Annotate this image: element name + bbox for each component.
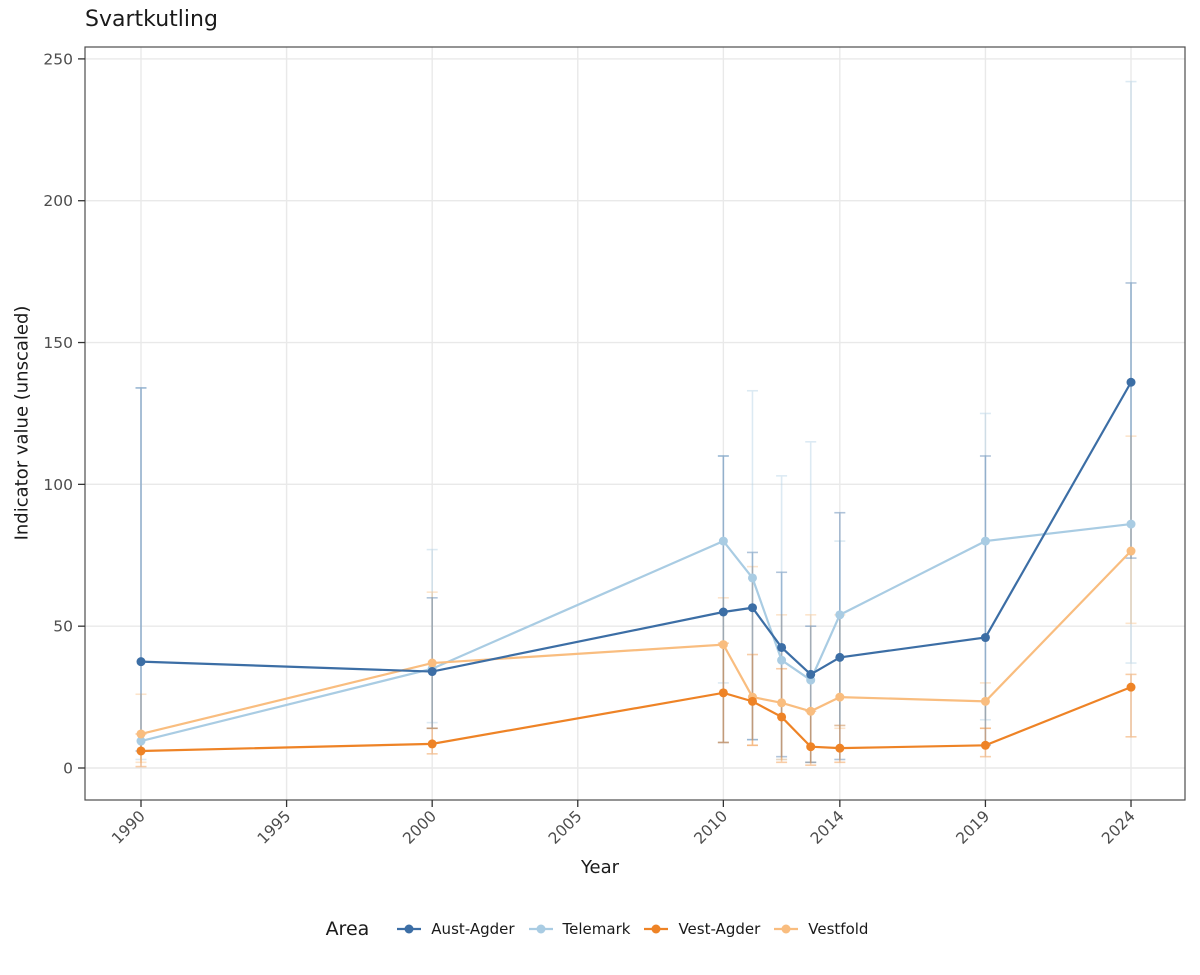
data-point-Vestfold — [136, 729, 146, 739]
x-tick-label: 1990 — [108, 807, 149, 848]
x-tick-label: 2019 — [953, 807, 994, 848]
legend-label: Telemark — [562, 920, 631, 938]
data-point-Aust-Agder — [1126, 377, 1136, 387]
x-tick-label: 2010 — [691, 807, 732, 848]
data-point-Aust-Agder — [806, 669, 816, 679]
y-tick-label: 200 — [43, 192, 73, 210]
data-point-Vest-Agder — [777, 712, 787, 722]
series-line-Aust-Agder — [140, 381, 1132, 676]
y-axis-title: Indicator value (unscaled) — [11, 305, 33, 541]
data-point-Telemark — [980, 536, 990, 546]
legend-item-Vestfold: Vestfold — [772, 920, 868, 938]
x-tick-label: 2005 — [545, 807, 586, 848]
legend-item-Aust-Agder: Aust-Agder — [395, 920, 515, 938]
data-point-Aust-Agder — [777, 642, 787, 652]
data-point-Aust-Agder — [835, 652, 845, 662]
data-point-Vest-Agder — [980, 740, 990, 750]
legend-key-point — [536, 924, 546, 934]
data-point-Vest-Agder — [806, 742, 816, 752]
data-point-Vest-Agder — [747, 696, 757, 706]
x-tick-label: 1995 — [254, 807, 295, 848]
legend-label: Vest-Agder — [678, 920, 761, 938]
data-point-Telemark — [747, 573, 757, 583]
x-axis-title: Year — [580, 857, 620, 878]
y-tick-label: 0 — [63, 760, 73, 778]
legend-marker-icon — [528, 924, 553, 934]
x-tick-label: 2024 — [1098, 807, 1139, 848]
legend-key-point — [651, 924, 661, 934]
plot-svg: 0 50 100 150 200 250 1990 1995 2000 2005 2010 2014 2… — [43, 46, 1186, 848]
data-point-Vest-Agder — [835, 743, 845, 753]
y-tick-label: 100 — [43, 476, 73, 494]
legend-label: Aust-Agder — [431, 920, 515, 938]
y-tick-label: 250 — [43, 50, 73, 68]
error-bars-Vestfold — [135, 435, 1137, 764]
data-point-Vest-Agder — [136, 746, 146, 756]
error-bars-Telemark — [135, 80, 1137, 764]
data-point-Vestfold — [777, 698, 787, 708]
legend-label: Vestfold — [808, 920, 869, 938]
x-tick-label: 2014 — [807, 807, 848, 848]
panel-border — [84, 46, 1186, 801]
data-point-Telemark — [136, 736, 146, 746]
y-tick-label: 50 — [53, 618, 73, 636]
legend-item-Telemark: Telemark — [527, 920, 631, 938]
data-point-Vestfold — [806, 706, 816, 716]
data-point-Vestfold — [718, 640, 728, 650]
data-point-Aust-Agder — [747, 603, 757, 613]
data-point-Telemark — [835, 610, 845, 620]
data-point-Vestfold — [427, 658, 437, 668]
data-point-Vestfold — [835, 692, 845, 702]
error-bars-Aust-Agder — [135, 282, 1137, 764]
data-point-Aust-Agder — [718, 607, 728, 617]
legend-items: Aust-Agder Telemark Vest-Agder Vestfold — [389, 920, 874, 938]
legend-key-point — [404, 924, 414, 934]
y-tick-label: 150 — [43, 334, 73, 352]
data-point-Telemark — [777, 655, 787, 665]
legend-marker-icon — [397, 924, 422, 934]
data-point-Vestfold — [1126, 546, 1136, 556]
data-point-Vestfold — [980, 696, 990, 706]
legend-title: Area — [325, 918, 370, 940]
legend-key-point — [781, 924, 791, 934]
legend-marker-icon — [644, 924, 669, 934]
data-point-Telemark — [718, 536, 728, 546]
legend-item-Vest-Agder: Vest-Agder — [642, 920, 760, 938]
data-point-Aust-Agder — [136, 657, 146, 667]
data-point-Vest-Agder — [1126, 682, 1136, 692]
legend-marker-icon — [774, 924, 799, 934]
data-point-Vest-Agder — [718, 688, 728, 698]
chart-title: Svartkutling — [85, 7, 218, 32]
legend: Area Aust-Agder Telemark Vest-Agder Vestfol… — [0, 918, 1200, 940]
data-point-Aust-Agder — [980, 633, 990, 643]
x-tick-label: 2000 — [399, 807, 440, 848]
data-point-Vest-Agder — [427, 739, 437, 749]
data-point-Aust-Agder — [427, 667, 437, 677]
data-point-Telemark — [1126, 519, 1136, 529]
